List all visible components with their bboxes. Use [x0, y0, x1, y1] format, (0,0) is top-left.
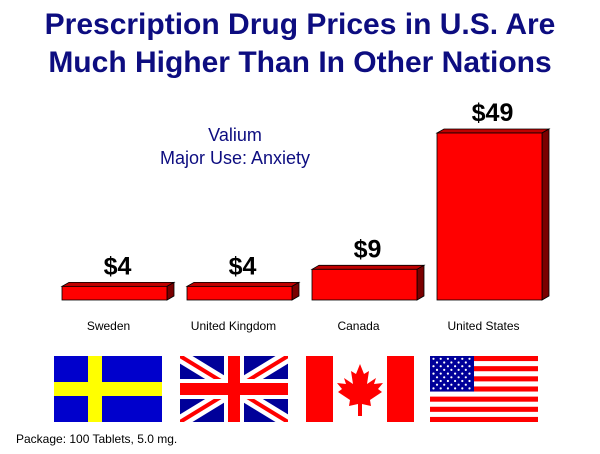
- bar-1: [186, 285, 293, 301]
- drug-major-use: Major Use: Anxiety: [159, 148, 311, 168]
- bar-3: [436, 132, 543, 301]
- bar-value-label-0: $4: [104, 252, 132, 280]
- drug-annotation: Valium Major Use: Anxiety: [140, 124, 330, 170]
- drug-name: Valium: [208, 125, 262, 145]
- category-label-0: Sweden: [87, 319, 130, 333]
- bar-top-0: [60, 281, 176, 287]
- canada-flag: [306, 356, 414, 422]
- united-kingdom-flag: [180, 356, 288, 422]
- chart-title-line1: Prescription Drug Prices in U.S. Are: [44, 8, 556, 41]
- category-label-1: United Kingdom: [191, 319, 276, 333]
- bar-2: [311, 268, 418, 301]
- bar-top-3: [435, 128, 551, 134]
- united-states-flag: [430, 356, 538, 422]
- category-label-2: Canada: [337, 319, 379, 333]
- bar-top-1: [185, 281, 301, 287]
- chart-title: Prescription Drug Prices in U.S. Are Muc…: [0, 6, 600, 82]
- bar-value-label-1: $4: [229, 252, 257, 280]
- bar-side-3: [541, 128, 550, 301]
- bar-side-2: [416, 264, 425, 301]
- bar-value-label-2: $9: [354, 235, 382, 263]
- sweden-flag: [54, 356, 162, 422]
- category-label-3: United States: [447, 319, 519, 333]
- package-footnote: Package: 100 Tablets, 5.0 mg.: [16, 432, 178, 446]
- bar-0: [61, 285, 168, 301]
- bar-top-2: [310, 264, 426, 270]
- chart-title-line2: Much Higher Than In Other Nations: [48, 46, 552, 79]
- bar-value-label-3: $49: [472, 99, 514, 127]
- maple-leaf-icon: [337, 364, 383, 416]
